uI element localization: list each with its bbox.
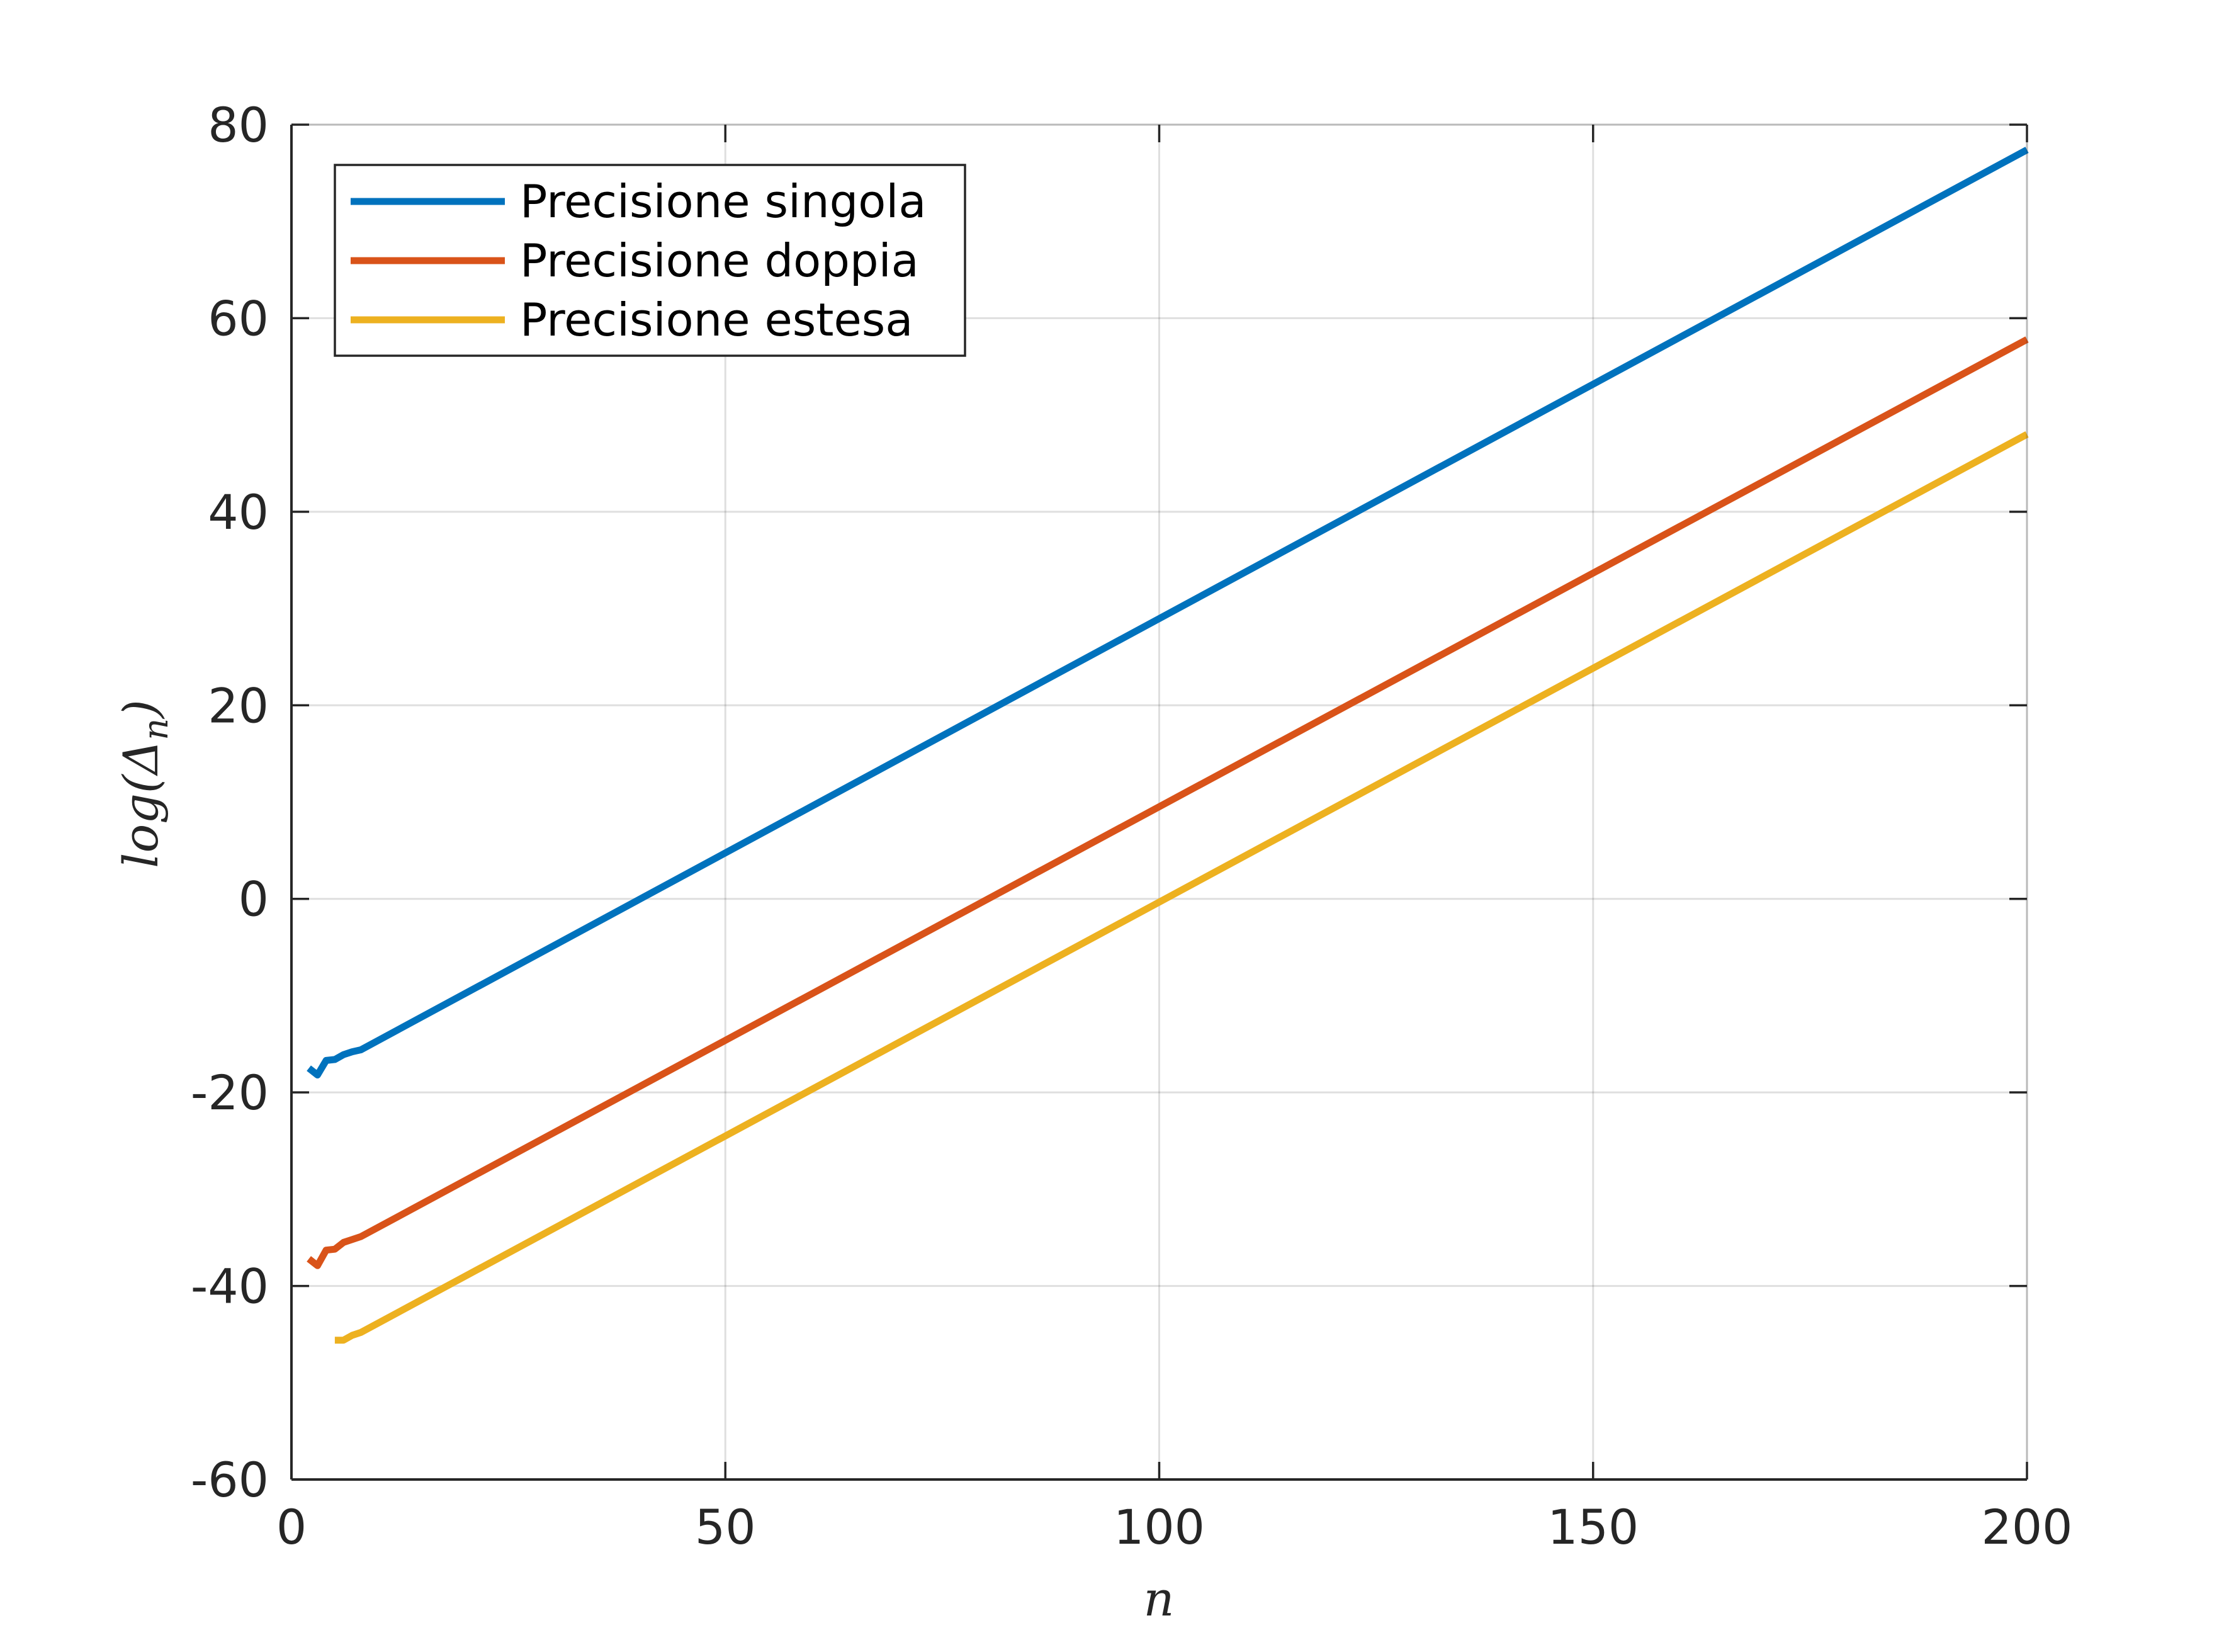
series-line-2 <box>334 431 2029 1344</box>
x-tick-label: 150 <box>1547 1499 1639 1555</box>
y-axis-label-main: log(Δ <box>113 740 169 868</box>
axes <box>290 123 2028 1481</box>
x-axis-label: n <box>1144 1571 1175 1627</box>
legend-label-doppia: Precisione doppia <box>520 234 919 287</box>
legend-label-singola: Precisione singola <box>520 175 926 228</box>
y-tick-label: -40 <box>191 1259 269 1315</box>
y-tick-label: 60 <box>208 290 269 346</box>
legend: Precisione singola Precisione doppia Pre… <box>334 164 966 357</box>
x-tick-label: 200 <box>1981 1499 2072 1555</box>
y-tick-label: 40 <box>208 484 269 540</box>
y-tick-label: 0 <box>239 871 269 927</box>
series-line-1 <box>307 336 2029 1269</box>
y-tick-label: 80 <box>208 97 269 153</box>
y-tick-label: 20 <box>208 677 269 733</box>
x-tick-label: 50 <box>695 1499 756 1555</box>
series-line-0 <box>307 147 2029 1078</box>
series-lines <box>307 147 2029 1344</box>
y-tick-label: -60 <box>191 1452 269 1508</box>
y-axis-label-sub: n <box>136 718 176 740</box>
legend-label-estesa: Precisione estesa <box>520 293 913 346</box>
y-tick-label: -20 <box>191 1065 269 1121</box>
x-tick-label: 100 <box>1114 1499 1205 1555</box>
x-tick-label: 0 <box>276 1499 307 1555</box>
svg-text:log(Δn): log(Δn) <box>113 699 176 868</box>
y-axis-label-close: ) <box>113 699 169 720</box>
tick-labels: 0 50 100 150 200 -60 -40 -20 0 20 40 60 80 <box>191 97 2073 1555</box>
y-axis-label: log(Δn) <box>113 699 176 868</box>
